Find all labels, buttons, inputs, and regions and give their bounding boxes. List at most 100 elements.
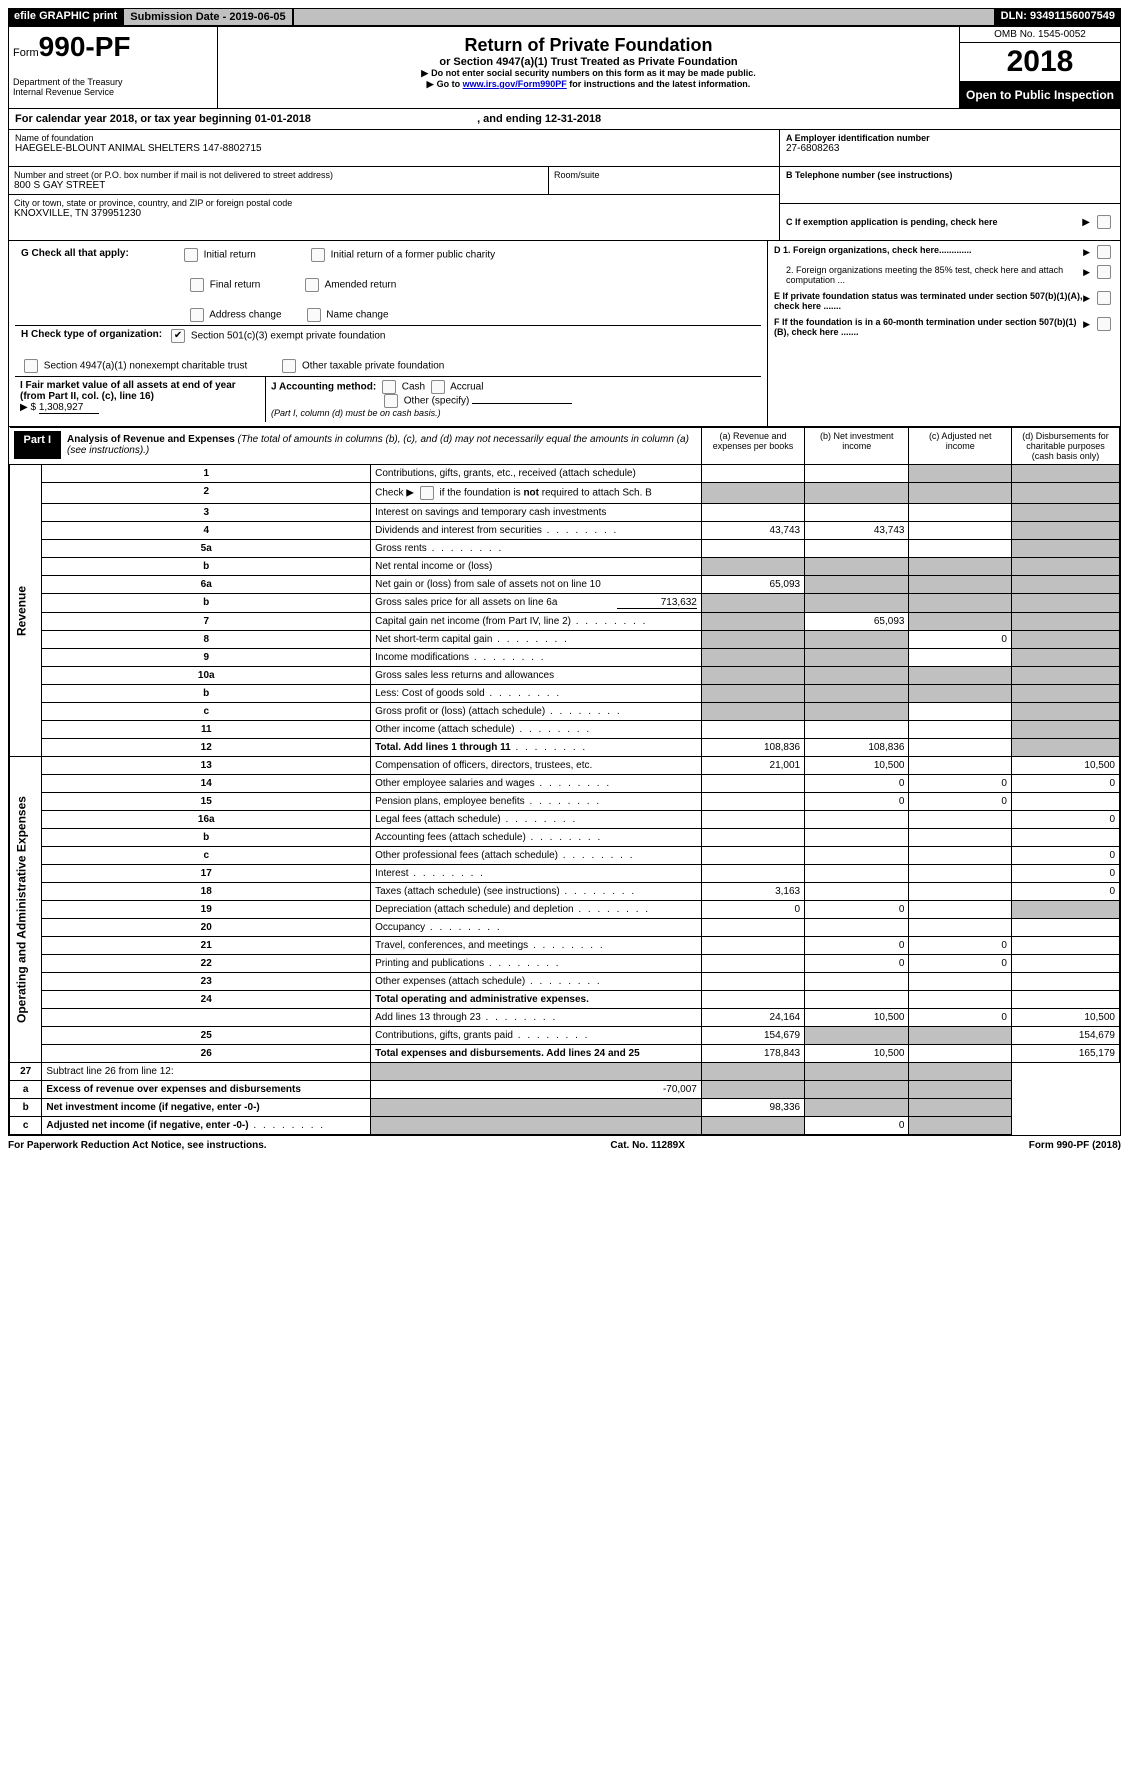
c-label: C If exemption application is pending, c… [786, 217, 1082, 227]
efile-label: efile GRAPHIC print [8, 8, 123, 26]
d1-checkbox[interactable] [1097, 245, 1111, 259]
table-row: 3Interest on savings and temporary cash … [10, 504, 1120, 522]
footer-left: For Paperwork Reduction Act Notice, see … [8, 1140, 267, 1151]
g-amended[interactable] [305, 278, 319, 292]
tel-label: B Telephone number (see instructions) [786, 170, 1114, 180]
submission-date: Submission Date - 2019-06-05 [123, 8, 292, 26]
irs-link[interactable]: www.irs.gov/Form990PF [463, 79, 567, 89]
j-cash[interactable] [382, 380, 396, 394]
table-row: 17Interest0 [10, 865, 1120, 883]
table-row: bNet investment income (if negative, ent… [10, 1099, 1120, 1117]
open-to-public: Open to Public Inspection [960, 82, 1120, 108]
table-row: 19Depreciation (attach schedule) and dep… [10, 901, 1120, 919]
table-row: 26Total expenses and disbursements. Add … [10, 1045, 1120, 1063]
form-header: Form990-PF Department of the Treasury In… [8, 26, 1121, 109]
table-row: 16aLegal fees (attach schedule)0 [10, 811, 1120, 829]
room-label: Room/suite [554, 170, 774, 180]
g-initial-former[interactable] [311, 248, 325, 262]
form-word: Form [13, 47, 39, 59]
table-row: 22Printing and publications00 [10, 955, 1120, 973]
filing-period: For calendar year 2018, or tax year begi… [8, 109, 1121, 130]
ghij-block: G Check all that apply: Initial return I… [8, 241, 1121, 427]
part-i-title: Analysis of Revenue and Expenses (The to… [61, 431, 697, 459]
g-name-change[interactable] [307, 308, 321, 322]
d2-checkbox[interactable] [1097, 265, 1111, 279]
g-final-return[interactable] [190, 278, 204, 292]
g-initial-return[interactable] [184, 248, 198, 262]
dept-treasury: Department of the Treasury [13, 77, 213, 87]
h-other-taxable[interactable] [282, 359, 296, 373]
i-value: 1,308,927 [39, 402, 99, 414]
table-row: cGross profit or (loss) (attach schedule… [10, 703, 1120, 721]
form-number: 990-PF [39, 31, 131, 62]
table-row: 18Taxes (attach schedule) (see instructi… [10, 883, 1120, 901]
section-side-label: Revenue [10, 465, 42, 757]
city-state-zip: KNOXVILLE, TN 379951230 [14, 208, 774, 219]
footer-mid: Cat. No. 11289X [610, 1140, 684, 1151]
c-checkbox[interactable] [1097, 215, 1111, 229]
table-row: 23Other expenses (attach schedule) [10, 973, 1120, 991]
table-row: 20Occupancy [10, 919, 1120, 937]
f-checkbox[interactable] [1097, 317, 1111, 331]
entity-block: Name of foundation HAEGELE-BLOUNT ANIMAL… [8, 130, 1121, 241]
table-row: 27Subtract line 26 from line 12: [10, 1063, 1120, 1081]
h-label: H Check type of organization: [21, 329, 162, 340]
table-row: cOther professional fees (attach schedul… [10, 847, 1120, 865]
name-label: Name of foundation [15, 133, 773, 143]
table-row: 24Total operating and administrative exp… [10, 991, 1120, 1009]
street-address: 800 S GAY STREET [14, 180, 543, 191]
table-row: 9Income modifications [10, 649, 1120, 667]
e-label: E If private foundation status was termi… [774, 291, 1083, 311]
table-row: 4Dividends and interest from securities4… [10, 522, 1120, 540]
j-label: J Accounting method: [271, 382, 376, 393]
tax-year: 2018 [960, 43, 1120, 82]
e-checkbox[interactable] [1097, 291, 1111, 305]
part-i-tag: Part I [14, 431, 62, 459]
col-c-header: (c) Adjusted net income [909, 428, 1011, 465]
j-note: (Part I, column (d) must be on cash basi… [271, 408, 441, 418]
goto-line: Go to www.irs.gov/Form990PF for instruct… [222, 79, 955, 90]
g-address-change[interactable] [190, 308, 204, 322]
city-label: City or town, state or province, country… [14, 198, 774, 208]
j-other[interactable] [384, 394, 398, 408]
irs-label: Internal Revenue Service [13, 87, 213, 97]
schb-checkbox[interactable] [420, 486, 434, 500]
part-i: Part I Analysis of Revenue and Expenses … [8, 427, 1121, 1136]
table-row: 2Check ▶ if the foundation is not requir… [10, 483, 1120, 504]
table-row: Revenue1Contributions, gifts, grants, et… [10, 465, 1120, 483]
table-row: 25Contributions, gifts, grants paid154,6… [10, 1027, 1120, 1045]
foundation-name: HAEGELE-BLOUNT ANIMAL SHELTERS 147-88027… [15, 143, 773, 154]
i-label: I Fair market value of all assets at end… [20, 380, 236, 402]
table-row: 5aGross rents [10, 540, 1120, 558]
ein-value: 27-6808263 [786, 143, 1114, 154]
form-title: Return of Private Foundation [222, 35, 955, 56]
section-side-label: Operating and Administrative Expenses [10, 757, 42, 1063]
f-label: F If the foundation is in a 60-month ter… [774, 317, 1083, 337]
h-501c3[interactable] [171, 329, 185, 343]
table-row: 10aGross sales less returns and allowanc… [10, 667, 1120, 685]
table-row: 6aNet gain or (loss) from sale of assets… [10, 576, 1120, 594]
table-row: 7Capital gain net income (from Part IV, … [10, 613, 1120, 631]
top-bar: efile GRAPHIC print Submission Date - 20… [8, 8, 1121, 26]
h-4947[interactable] [24, 359, 38, 373]
d2-label: 2. Foreign organizations meeting the 85%… [774, 265, 1083, 285]
table-row: 8Net short-term capital gain0 [10, 631, 1120, 649]
table-row: aExcess of revenue over expenses and dis… [10, 1081, 1120, 1099]
ein-label: A Employer identification number [786, 133, 1114, 143]
page-footer: For Paperwork Reduction Act Notice, see … [8, 1136, 1121, 1151]
addr-label: Number and street (or P.O. box number if… [14, 170, 543, 180]
table-row: bLess: Cost of goods sold [10, 685, 1120, 703]
d1-label: D 1. Foreign organizations, check here..… [774, 245, 1083, 255]
j-accrual[interactable] [431, 380, 445, 394]
col-a-header: (a) Revenue and expenses per books [701, 428, 804, 465]
form-subtitle: or Section 4947(a)(1) Trust Treated as P… [222, 56, 955, 68]
table-row: 11Other income (attach schedule) [10, 721, 1120, 739]
table-row: bGross sales price for all assets on lin… [10, 594, 1120, 613]
col-b-header: (b) Net investment income [805, 428, 909, 465]
table-row: 12Total. Add lines 1 through 11108,83610… [10, 739, 1120, 757]
topbar-spacer [293, 8, 995, 26]
footer-right: Form 990-PF (2018) [1029, 1140, 1121, 1151]
ssn-warning: Do not enter social security numbers on … [222, 68, 955, 79]
table-row: Operating and Administrative Expenses13C… [10, 757, 1120, 775]
table-row: bAccounting fees (attach schedule) [10, 829, 1120, 847]
